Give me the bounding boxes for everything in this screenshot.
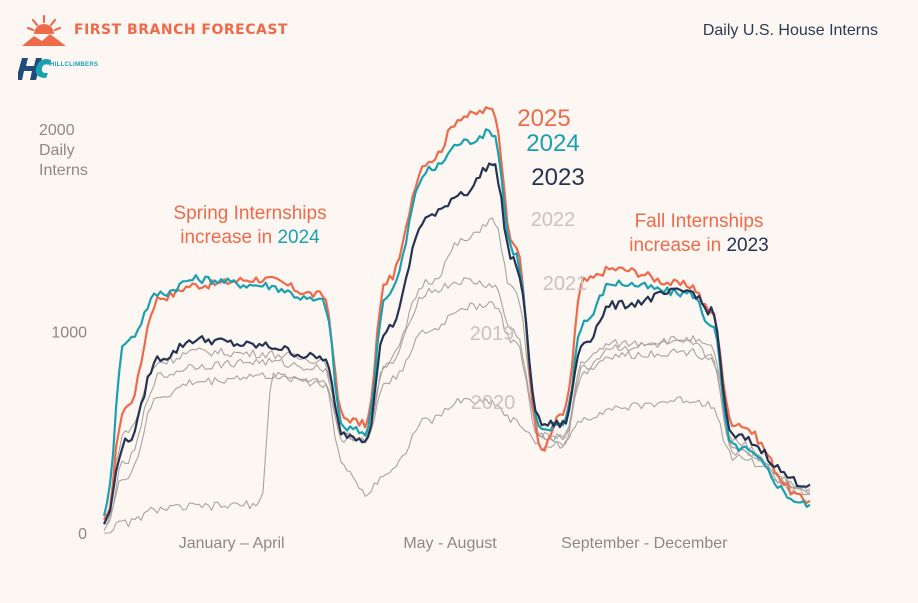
fall-annotation-line1: Fall Internships bbox=[634, 211, 764, 232]
chart-subtitle: Daily U.S. House Interns bbox=[702, 22, 878, 39]
partner-name: HILLCLIMBERS bbox=[50, 62, 99, 68]
fall-annotation-prefix: increase in bbox=[629, 235, 727, 256]
series-label-2022: 2022 bbox=[531, 209, 576, 231]
y-tick-label: 1000 bbox=[51, 325, 87, 342]
series-label-2025: 2025 bbox=[517, 105, 570, 132]
series-label-2021: 2021 bbox=[543, 273, 588, 295]
series-label-2020: 2020 bbox=[471, 392, 516, 414]
hc-logo-icon bbox=[18, 58, 51, 80]
fall-annotation-line2: increase in 2023 bbox=[584, 234, 814, 258]
spring-annotation-line1: Spring Internships bbox=[173, 203, 327, 224]
spring-annotation-year: 2024 bbox=[277, 227, 320, 248]
series-line-2021 bbox=[103, 277, 811, 525]
series-line-2023 bbox=[103, 162, 811, 525]
series-line-2025 bbox=[103, 106, 811, 521]
spring-annotation: Spring Internships increase in 2024 bbox=[130, 202, 370, 250]
series-line-2020 bbox=[104, 372, 811, 534]
fall-annotation-year: 2023 bbox=[726, 235, 769, 256]
gray-series-lines bbox=[103, 217, 811, 534]
series-label-2019: 2019 bbox=[470, 323, 515, 345]
spring-annotation-prefix: increase in bbox=[180, 227, 278, 248]
series-label-2023: 2023 bbox=[531, 164, 584, 191]
fall-annotation: Fall Internships increase in 2023 bbox=[584, 210, 814, 258]
brand-title: FIRST BRANCH FORECAST bbox=[74, 22, 288, 38]
series-line-2022 bbox=[103, 217, 811, 523]
y-tick-label: 0 bbox=[78, 526, 87, 543]
y-axis-label: 2000 Daily Interns bbox=[39, 122, 88, 179]
x-axis-period-labels: January – April May - August September - D… bbox=[179, 535, 728, 552]
y-axis-ticks: 1000 0 bbox=[51, 325, 87, 544]
x-period-label: May - August bbox=[403, 535, 497, 552]
x-period-label: September - December bbox=[561, 535, 728, 552]
series-line-2019 bbox=[103, 301, 811, 531]
y-axis-label-line: Daily bbox=[39, 142, 75, 159]
sun-mountain-icon bbox=[22, 14, 66, 46]
spring-annotation-line2: increase in 2024 bbox=[130, 226, 370, 250]
series-line-2024 bbox=[102, 128, 811, 517]
y-axis-label-line: Interns bbox=[39, 162, 88, 179]
series-label-2024: 2024 bbox=[526, 130, 579, 157]
x-period-label: January – April bbox=[179, 535, 285, 552]
y-axis-label-line: 2000 bbox=[39, 122, 75, 139]
highlight-series-lines bbox=[102, 106, 811, 525]
